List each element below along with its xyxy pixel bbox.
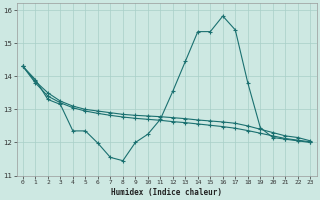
X-axis label: Humidex (Indice chaleur): Humidex (Indice chaleur) [111, 188, 222, 197]
